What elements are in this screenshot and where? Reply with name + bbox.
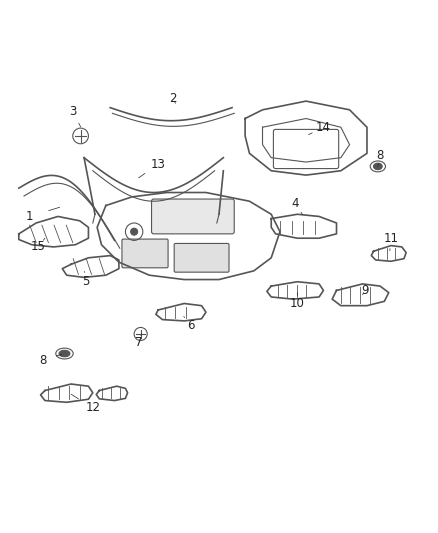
Text: 6: 6	[187, 319, 194, 332]
Text: 5: 5	[83, 275, 90, 288]
Text: 8: 8	[376, 149, 384, 162]
Circle shape	[131, 228, 138, 235]
Text: 7: 7	[135, 336, 142, 349]
Text: 4: 4	[291, 197, 299, 210]
Text: 3: 3	[70, 106, 77, 118]
Text: 10: 10	[290, 297, 305, 310]
Text: 8: 8	[39, 353, 46, 367]
Text: 9: 9	[361, 284, 368, 297]
Text: 12: 12	[85, 401, 100, 415]
Text: 15: 15	[31, 240, 46, 253]
Text: 2: 2	[170, 92, 177, 106]
Text: 14: 14	[316, 121, 331, 134]
Text: 13: 13	[151, 158, 166, 171]
FancyBboxPatch shape	[174, 244, 229, 272]
FancyBboxPatch shape	[152, 199, 234, 234]
Ellipse shape	[374, 163, 382, 169]
FancyBboxPatch shape	[122, 239, 168, 268]
Text: 11: 11	[383, 232, 399, 245]
Ellipse shape	[59, 350, 70, 357]
Text: 1: 1	[26, 210, 33, 223]
